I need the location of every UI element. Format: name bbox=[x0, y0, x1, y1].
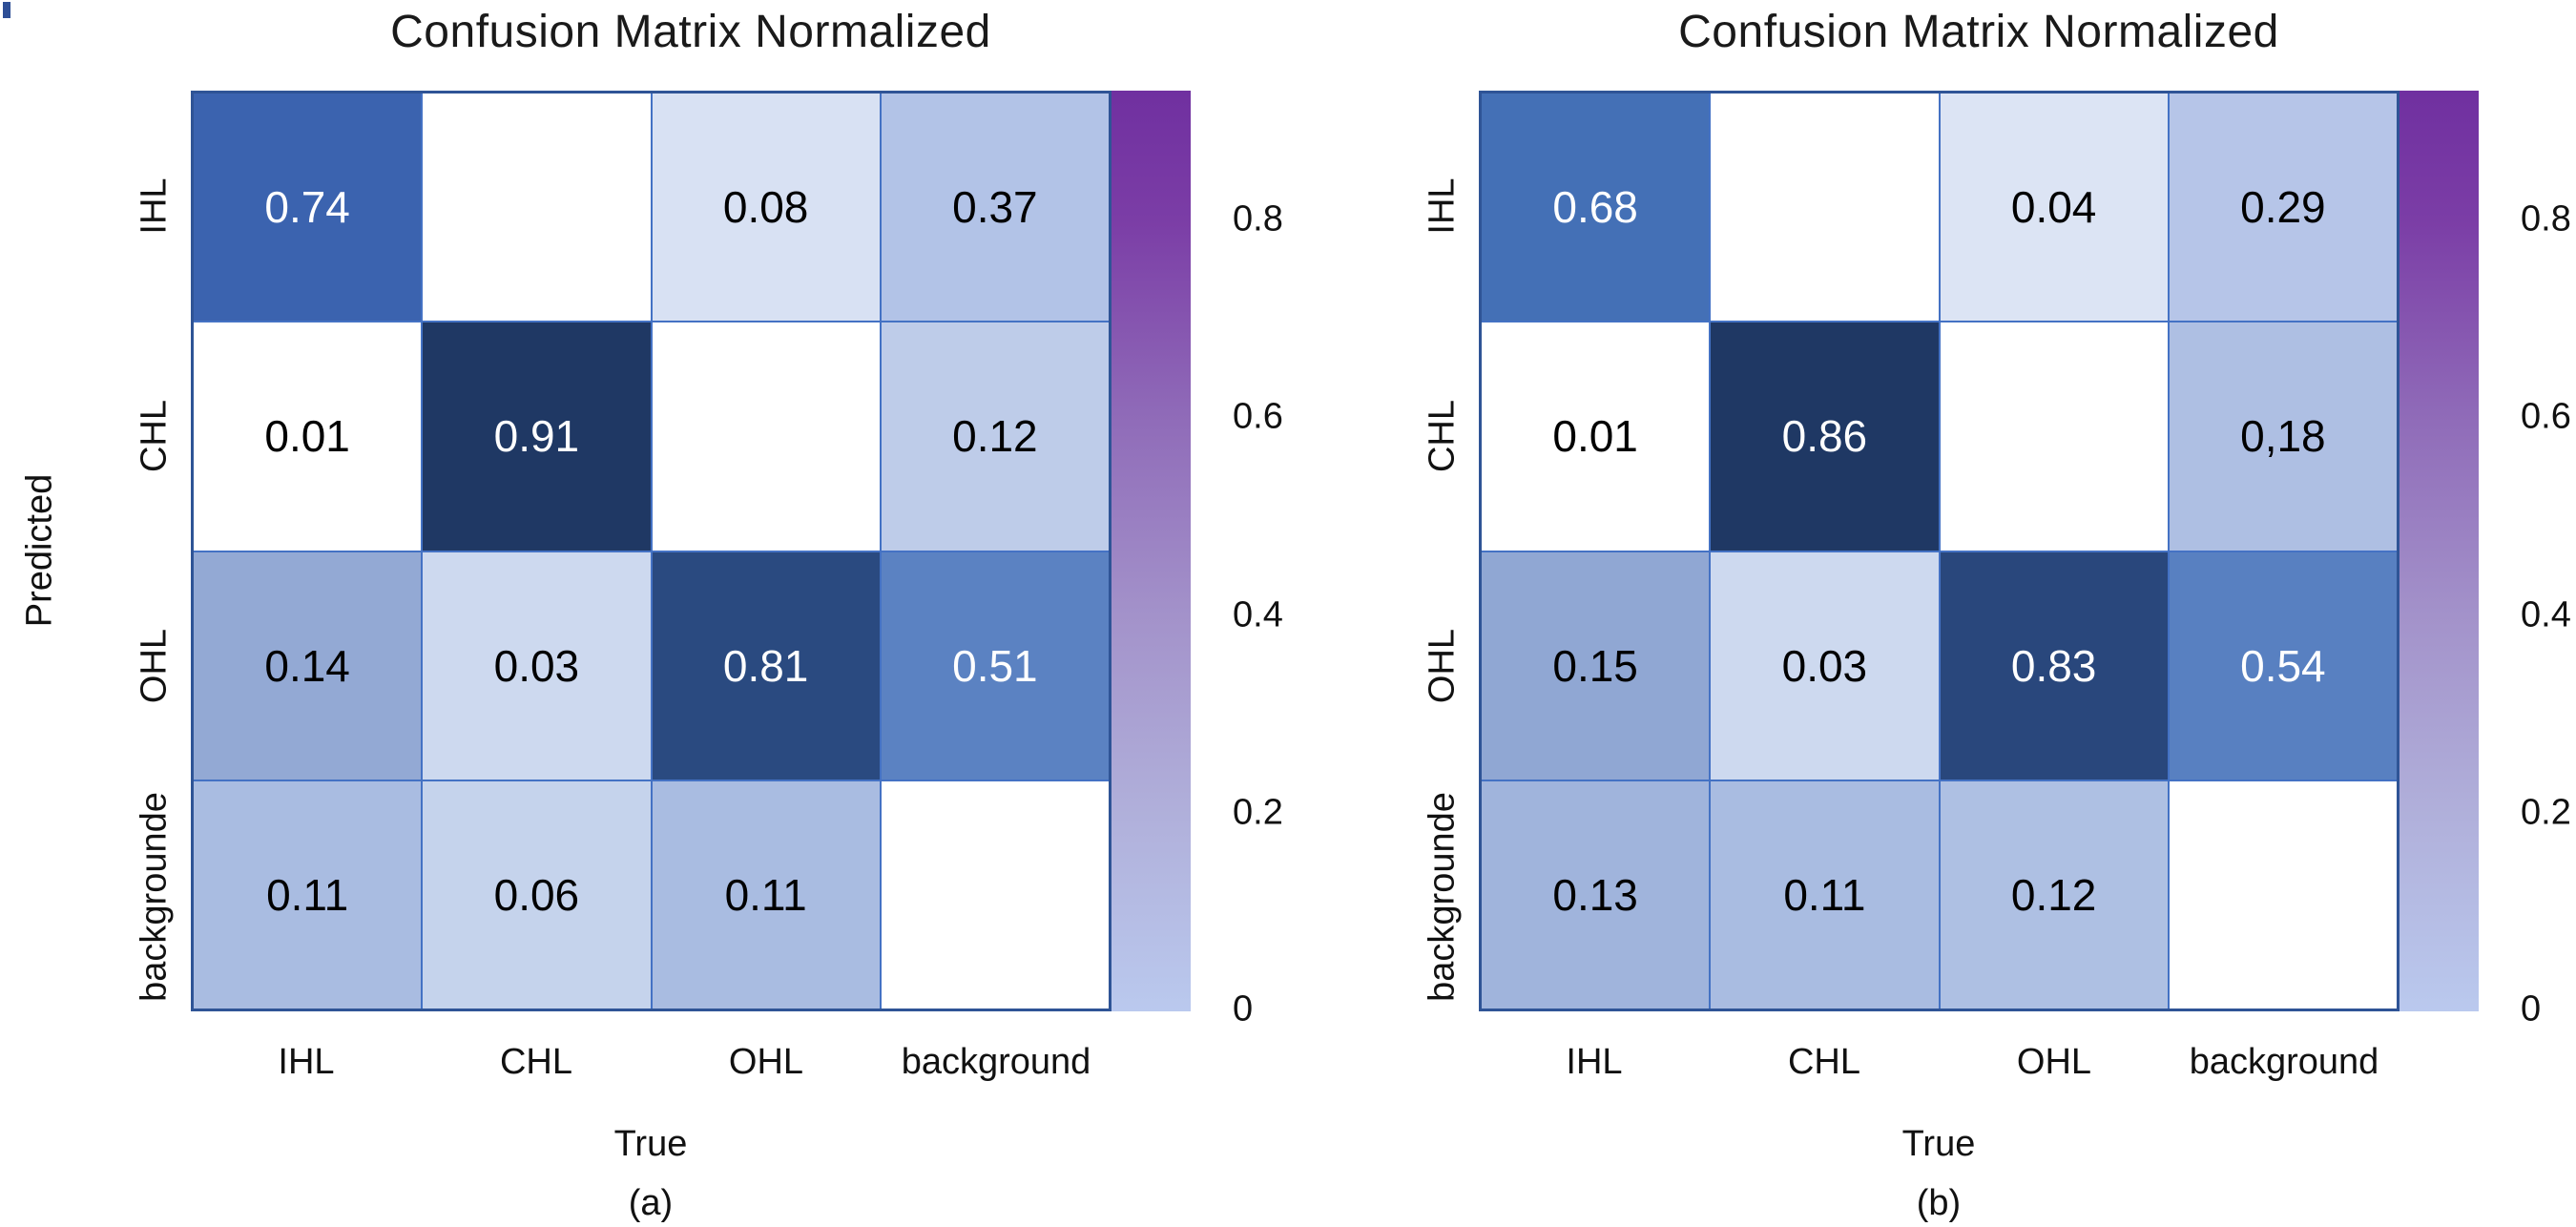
matrix-cell: 0.06 bbox=[423, 780, 651, 1009]
matrix-cell: 0.91 bbox=[423, 322, 651, 551]
matrix-cell: 0.08 bbox=[652, 94, 880, 322]
matrix-cell: 0.37 bbox=[881, 94, 1109, 322]
y-tick-ihl: IHL bbox=[1422, 177, 1463, 235]
colorbar-tick: 0.2 bbox=[1233, 792, 1283, 833]
y-tick-ihl: IHL bbox=[134, 177, 175, 235]
x-axis-label: True bbox=[613, 1124, 688, 1164]
colorbar-tick: 0.2 bbox=[2521, 792, 2571, 833]
colorbar-tick: 0.6 bbox=[2521, 396, 2571, 437]
matrix-cell: 0.11 bbox=[652, 780, 880, 1009]
heatmap-grid: 0.74 0.08 0.37 0.01 0.91 0.12 0.14 0.03 … bbox=[191, 91, 1111, 1011]
matrix-cell: 0.83 bbox=[1940, 551, 2168, 780]
colorbar-tick: 0 bbox=[2521, 988, 2542, 1029]
matrix-cell: 0.29 bbox=[2169, 94, 2397, 322]
matrix-cell: 0.86 bbox=[1711, 322, 1939, 551]
matrix-cell: 0.74 bbox=[194, 94, 422, 322]
matrix-cell: 0,18 bbox=[2169, 322, 2397, 551]
colorbar-tick: 0.4 bbox=[2521, 594, 2571, 635]
matrix-cell: 0.54 bbox=[2169, 551, 2397, 780]
x-tick-ohl: OHL bbox=[2016, 1042, 2092, 1082]
matrix-cell: 0.15 bbox=[1482, 551, 1710, 780]
colorbar-tick: 0.8 bbox=[1233, 198, 1283, 239]
colorbar-tick: 0 bbox=[1233, 988, 1254, 1029]
matrix-cell: 0.14 bbox=[194, 551, 422, 780]
y-tick-chl: CHL bbox=[134, 399, 175, 473]
matrix-cell: 0.03 bbox=[423, 551, 651, 780]
x-tick-background: background bbox=[2189, 1042, 2379, 1082]
subfigure-caption: (a) bbox=[628, 1183, 674, 1223]
matrix-cell: 0.68 bbox=[1482, 94, 1710, 322]
corner-artifact bbox=[3, 2, 10, 18]
matrix-cell: 0.11 bbox=[194, 780, 422, 1009]
x-tick-ihl: IHL bbox=[1566, 1042, 1623, 1082]
matrix-cell bbox=[881, 780, 1109, 1009]
y-tick-ohl: OHL bbox=[134, 628, 175, 704]
colorbar bbox=[2399, 91, 2479, 1011]
matrix-cell: 0.13 bbox=[1482, 780, 1710, 1009]
panel-a: Confusion Matrix Normalized Predicted IH… bbox=[19, 7, 1283, 1223]
subfigure-caption: (b) bbox=[1916, 1183, 1962, 1223]
heatmap-grid: 0.68 0.04 0.29 0.01 0.86 0,18 0.15 0.03 … bbox=[1479, 91, 2399, 1011]
matrix-cell bbox=[1940, 322, 2168, 551]
x-axis-label: True bbox=[1901, 1124, 1976, 1164]
y-tick-chl: CHL bbox=[1422, 399, 1463, 473]
x-tick-chl: CHL bbox=[1787, 1042, 1861, 1082]
y-axis-label: Predicted bbox=[19, 473, 60, 628]
matrix-cell: 0.12 bbox=[1940, 780, 2168, 1009]
panel-b: Confusion Matrix Normalized IHL CHL OHL … bbox=[1288, 0, 2576, 1227]
matrix-cell bbox=[652, 322, 880, 551]
matrix-cell: 0.01 bbox=[1482, 322, 1710, 551]
chart-title: Confusion Matrix Normalized bbox=[390, 7, 991, 57]
matrix-cell bbox=[2169, 780, 2397, 1009]
matrix-cell: 0.01 bbox=[194, 322, 422, 551]
colorbar-tick: 0.6 bbox=[1233, 396, 1283, 437]
x-tick-background: background bbox=[901, 1042, 1091, 1082]
x-tick-chl: CHL bbox=[499, 1042, 573, 1082]
y-tick-backgrounde: backgrounde bbox=[1422, 792, 1463, 1002]
matrix-cell: 0.12 bbox=[881, 322, 1109, 551]
colorbar-tick: 0.4 bbox=[1233, 594, 1283, 635]
colorbar bbox=[1111, 91, 1191, 1011]
y-tick-backgrounde: backgrounde bbox=[134, 792, 175, 1002]
matrix-cell: 0.51 bbox=[881, 551, 1109, 780]
matrix-cell: 0.03 bbox=[1711, 551, 1939, 780]
matrix-cell bbox=[423, 94, 651, 322]
matrix-cell: 0.81 bbox=[652, 551, 880, 780]
matrix-cell: 0.04 bbox=[1940, 94, 2168, 322]
matrix-cell bbox=[1711, 94, 1939, 322]
colorbar-tick: 0.8 bbox=[2521, 198, 2571, 239]
x-tick-ihl: IHL bbox=[278, 1042, 335, 1082]
y-tick-ohl: OHL bbox=[1422, 628, 1463, 704]
matrix-cell: 0.11 bbox=[1711, 780, 1939, 1009]
x-tick-ohl: OHL bbox=[728, 1042, 804, 1082]
chart-title: Confusion Matrix Normalized bbox=[1678, 7, 2279, 57]
